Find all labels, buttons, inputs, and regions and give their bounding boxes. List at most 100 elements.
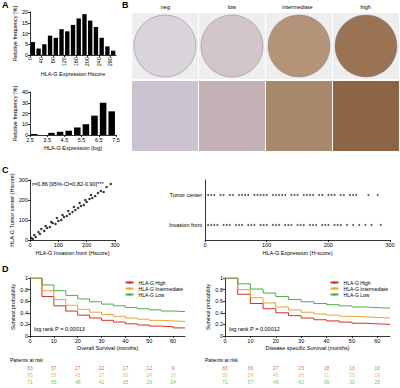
svg-text:83: 83	[27, 365, 33, 371]
svg-text:Relative frequency [%]: Relative frequency [%]	[12, 86, 18, 141]
svg-text:18: 18	[170, 372, 176, 378]
svg-text:0.6: 0.6	[215, 298, 223, 304]
svg-text:Survival probability: Survival probability	[205, 284, 211, 330]
svg-text:29: 29	[146, 379, 152, 385]
svg-text:0.4: 0.4	[215, 310, 223, 316]
svg-text:57: 57	[248, 379, 254, 385]
svg-text:4.5: 4.5	[61, 137, 69, 143]
svg-text:log rank P = 0.00012: log rank P = 0.00012	[229, 326, 280, 332]
svg-text:0.2: 0.2	[215, 321, 223, 327]
svg-text:24: 24	[170, 379, 176, 385]
svg-text:30: 30	[123, 372, 129, 378]
svg-text:71: 71	[27, 379, 33, 385]
svg-text:83: 83	[222, 365, 228, 371]
svg-text:40: 40	[323, 338, 329, 344]
svg-text:100: 100	[54, 242, 63, 248]
svg-text:71: 71	[222, 379, 228, 385]
svg-text:300: 300	[19, 177, 28, 183]
svg-text:200: 200	[324, 242, 333, 248]
svg-text:Patients at risk: Patients at risk	[10, 357, 43, 363]
svg-text:log rank P = 0.00013: log rank P = 0.00013	[34, 326, 85, 332]
svg-text:95: 95	[27, 372, 33, 378]
svg-text:27: 27	[273, 365, 279, 371]
svg-text:25: 25	[375, 379, 381, 385]
svg-text:high: high	[360, 4, 370, 10]
svg-text:45: 45	[75, 372, 81, 378]
svg-text:40: 40	[38, 57, 44, 63]
svg-text:10: 10	[22, 121, 28, 127]
svg-text:30: 30	[22, 100, 28, 106]
svg-text:2.5: 2.5	[26, 137, 34, 143]
svg-text:5.5: 5.5	[78, 137, 86, 143]
svg-text:30: 30	[298, 338, 304, 344]
svg-text:20: 20	[273, 338, 279, 344]
svg-text:Overall Survival (months): Overall Survival (months)	[77, 345, 139, 351]
svg-text:200: 200	[19, 197, 28, 203]
svg-text:20: 20	[75, 338, 81, 344]
svg-text:240: 240	[96, 57, 102, 66]
svg-text:0: 0	[223, 338, 226, 344]
svg-text:9: 9	[172, 365, 175, 371]
svg-text:60: 60	[374, 338, 380, 344]
svg-text:160: 160	[73, 57, 79, 66]
svg-text:24: 24	[146, 372, 152, 378]
svg-text:280: 280	[107, 57, 113, 66]
svg-text:15: 15	[22, 20, 28, 26]
svg-text:B: B	[122, 0, 129, 10]
svg-text:49: 49	[273, 379, 279, 385]
svg-text:HLA-G Low: HLA-G Low	[344, 292, 370, 298]
svg-text:36: 36	[324, 379, 330, 385]
svg-text:22: 22	[99, 365, 105, 371]
svg-text:0.6: 0.6	[20, 298, 28, 304]
svg-text:0.2: 0.2	[20, 321, 28, 327]
svg-text:low: low	[228, 4, 236, 10]
svg-text:30: 30	[349, 379, 355, 385]
svg-text:100: 100	[262, 242, 271, 248]
svg-text:40: 40	[122, 338, 128, 344]
svg-text:Tumor center: Tumor center	[169, 192, 202, 198]
svg-text:5: 5	[25, 41, 28, 47]
svg-text:Survival probability: Survival probability	[10, 284, 16, 330]
svg-text:50: 50	[349, 338, 355, 344]
svg-text:neg: neg	[161, 4, 170, 10]
svg-text:12: 12	[146, 365, 152, 371]
svg-text:HLA-G Expression (log): HLA-G Expression (log)	[44, 145, 102, 151]
svg-text:38: 38	[298, 372, 304, 378]
svg-text:40: 40	[22, 89, 28, 95]
svg-text:7.5: 7.5	[112, 137, 120, 143]
svg-text:10: 10	[247, 338, 253, 344]
svg-text:3.5: 3.5	[43, 137, 51, 143]
svg-text:48: 48	[75, 379, 81, 385]
svg-text:50: 50	[146, 338, 152, 344]
svg-text:A: A	[2, 0, 9, 10]
svg-text:C: C	[2, 165, 9, 175]
svg-text:300: 300	[110, 242, 119, 248]
svg-text:r=0.86 [95%-CI=0.82-0.90]***: r=0.86 [95%-CI=0.82-0.90]***	[32, 181, 104, 187]
svg-text:HLA-G Low: HLA-G Low	[139, 292, 165, 298]
svg-text:59: 59	[248, 372, 254, 378]
svg-text:36: 36	[248, 365, 254, 371]
svg-text:10: 10	[51, 338, 57, 344]
svg-text:20: 20	[22, 9, 28, 15]
svg-text:200: 200	[84, 57, 90, 66]
svg-text:HLA-G Expression Hscore: HLA-G Expression Hscore	[41, 71, 106, 77]
svg-text:30: 30	[98, 338, 104, 344]
svg-text:37: 37	[51, 365, 57, 371]
svg-text:37: 37	[99, 372, 105, 378]
svg-text:13: 13	[349, 365, 355, 371]
svg-text:56: 56	[51, 379, 57, 385]
svg-text:35: 35	[123, 379, 129, 385]
svg-text:1: 1	[220, 275, 223, 281]
svg-text:58: 58	[51, 372, 57, 378]
svg-text:10: 10	[22, 31, 28, 37]
svg-text:0.8: 0.8	[215, 287, 223, 293]
svg-text:27: 27	[75, 365, 81, 371]
svg-text:100: 100	[19, 217, 28, 223]
svg-text:200: 200	[82, 242, 91, 248]
svg-text:HLA-G Invasion front (Hscore): HLA-G Invasion front (Hscore)	[36, 250, 110, 256]
svg-text:Invasion front: Invasion front	[169, 222, 202, 228]
svg-text:300: 300	[385, 242, 394, 248]
svg-text:10: 10	[375, 365, 381, 371]
svg-text:31: 31	[324, 372, 330, 378]
svg-text:46: 46	[273, 372, 279, 378]
